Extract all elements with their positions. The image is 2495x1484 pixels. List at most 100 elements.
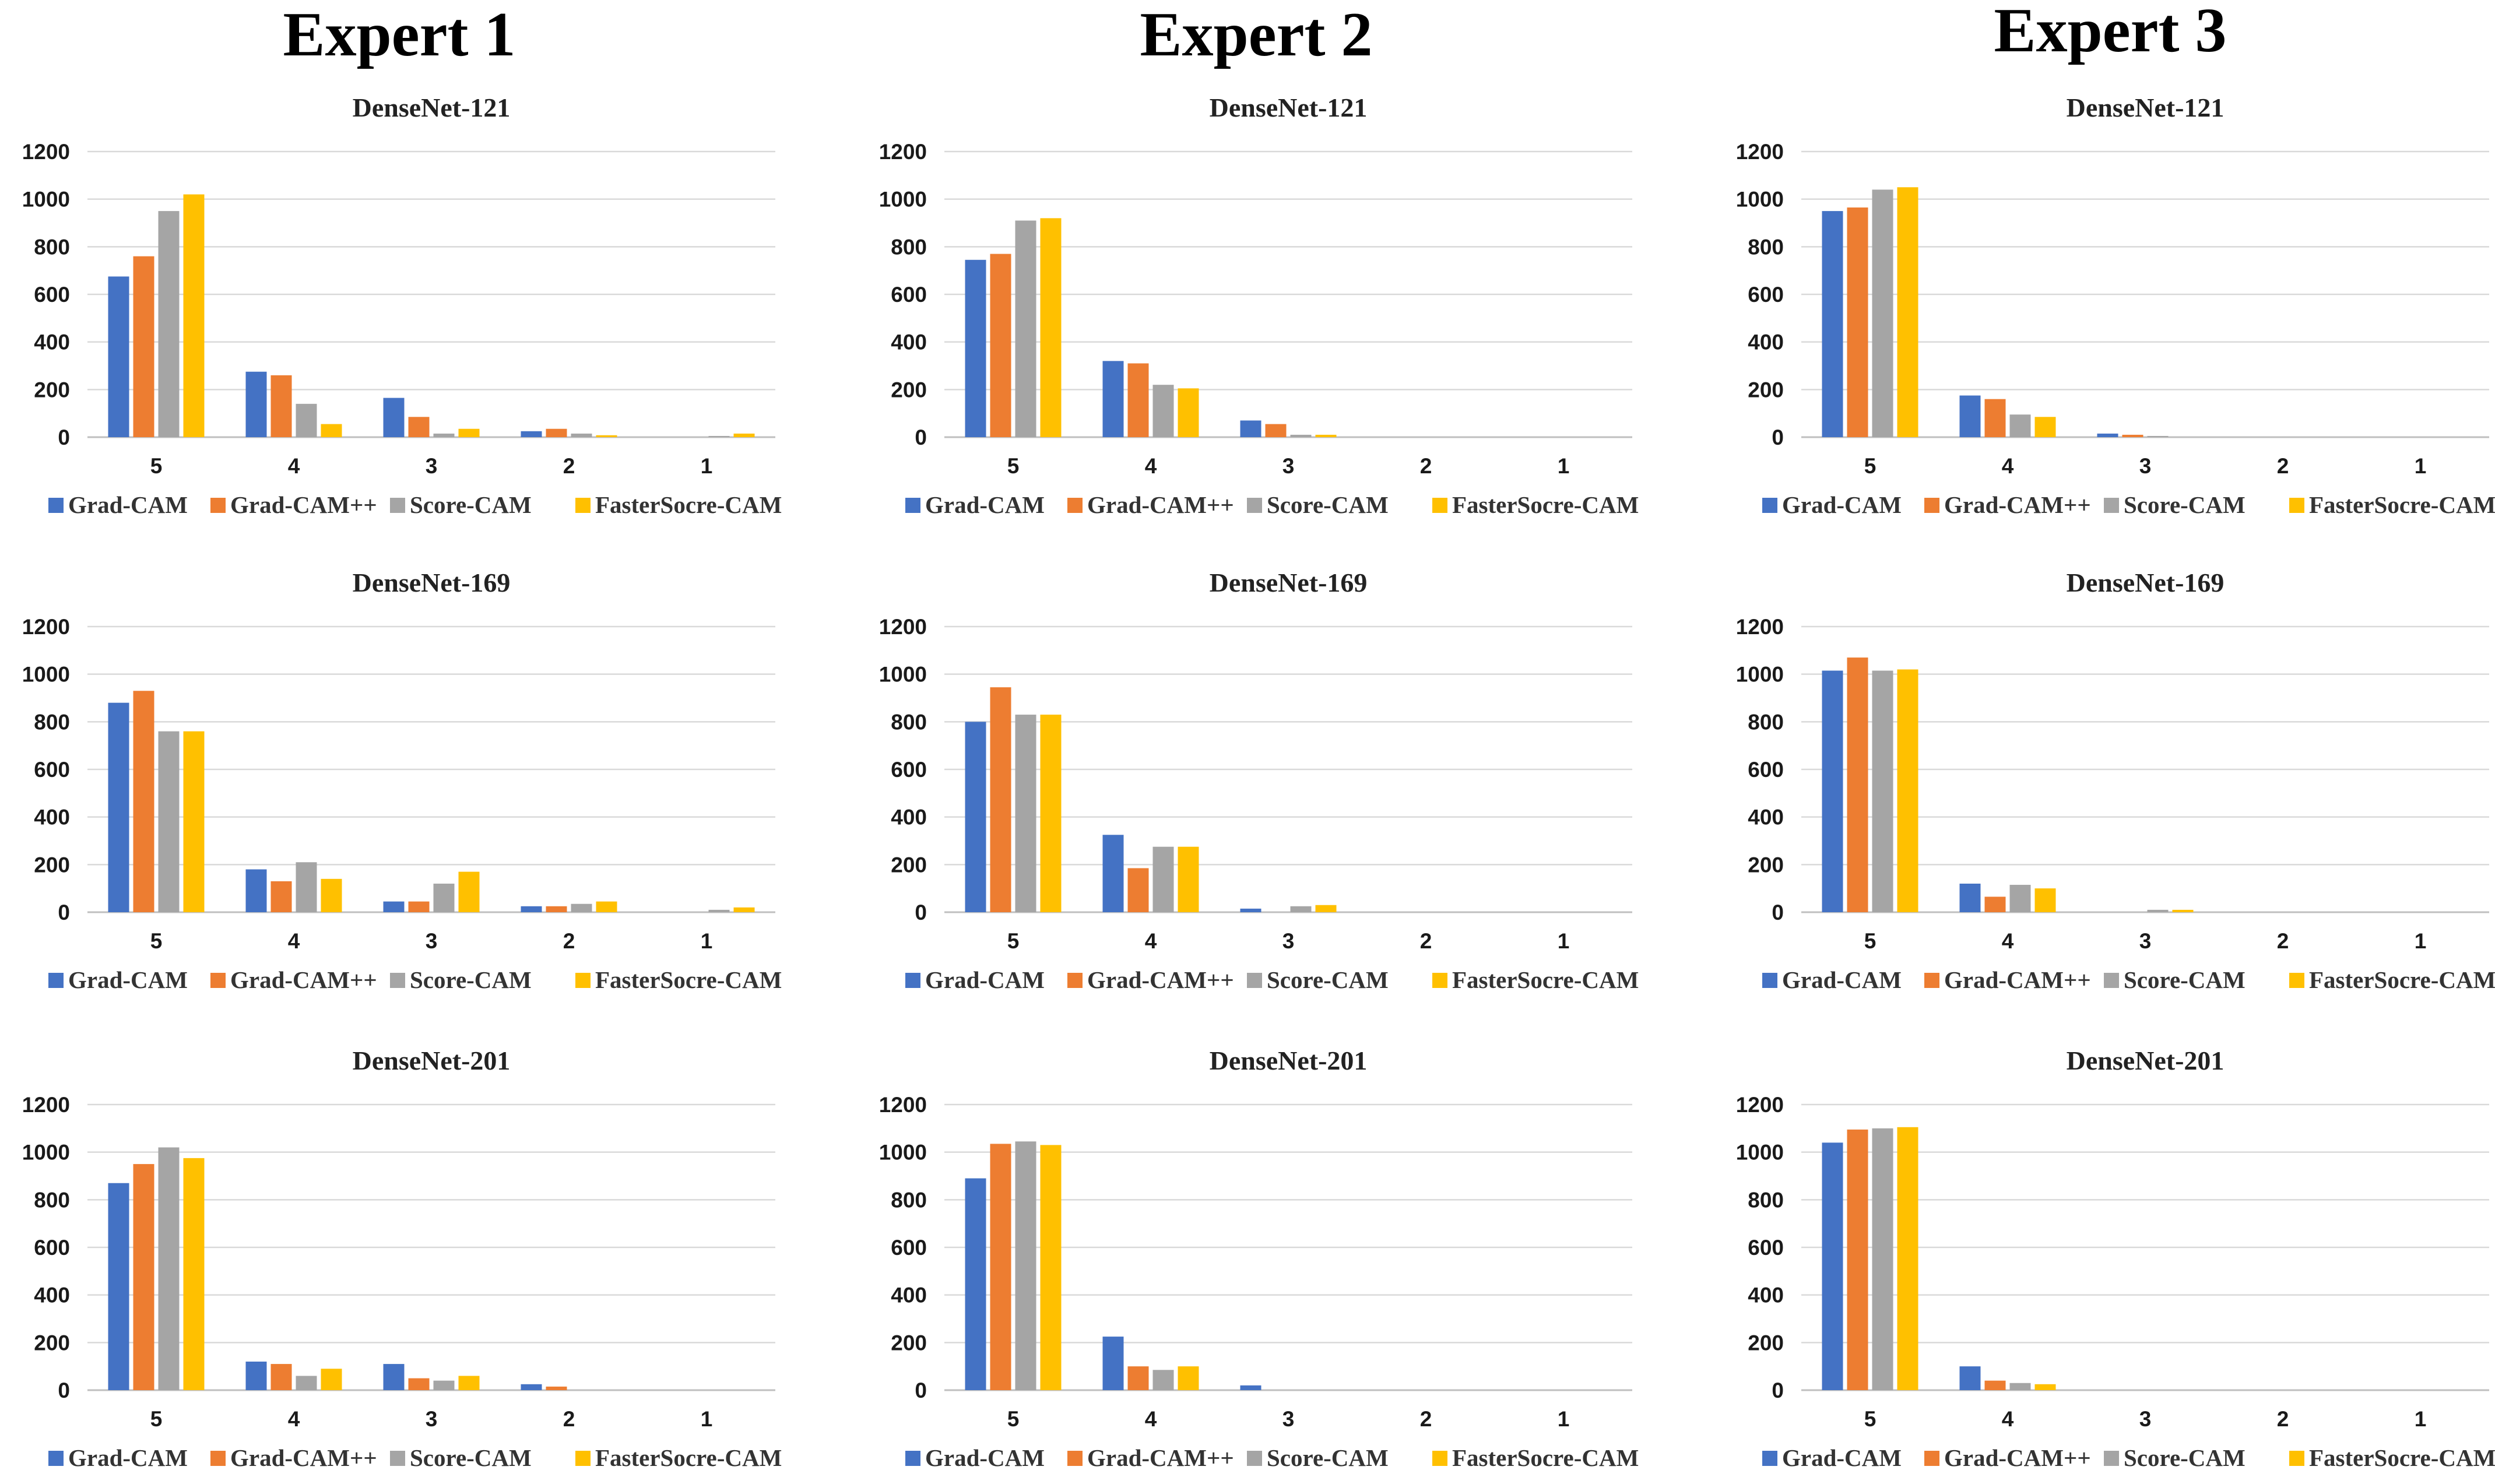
bar xyxy=(383,901,405,912)
expert-1-title: Expert 1 xyxy=(283,0,516,69)
bar xyxy=(1984,1380,2006,1390)
bar xyxy=(1847,207,1868,437)
bar xyxy=(733,907,755,912)
legend-swatch xyxy=(905,1451,920,1466)
bar xyxy=(990,687,1011,912)
legend-label: Grad-CAM++ xyxy=(230,491,377,518)
bar xyxy=(1872,189,1893,437)
legend-label: Score-CAM xyxy=(2124,1444,2246,1471)
x-tick-label: 1 xyxy=(1558,1407,1570,1431)
y-tick-label: 600 xyxy=(34,758,70,782)
legend-label: Score-CAM xyxy=(2124,966,2246,993)
legend-swatch xyxy=(2104,498,2119,513)
y-tick-label: 0 xyxy=(1772,425,1784,449)
legend-label: Grad-CAM xyxy=(68,1444,188,1471)
legend-label: Grad-CAM++ xyxy=(1087,966,1234,993)
x-tick-label: 4 xyxy=(1145,454,1157,478)
bar xyxy=(1959,395,1981,437)
chart-panel: DenseNet-121 0 200 400 600 800 1000 1200 5 4 3 2 1 Gr… xyxy=(1736,93,2495,518)
y-tick-label: 200 xyxy=(891,853,927,877)
bar xyxy=(408,901,430,912)
bar xyxy=(733,433,755,437)
legend-swatch xyxy=(1432,973,1447,988)
panel-title: DenseNet-121 xyxy=(2067,93,2225,122)
chart-panel: DenseNet-201 0 200 400 600 800 1000 1200 5 4 3 2 1 Gr… xyxy=(1736,1046,2495,1471)
y-tick-label: 0 xyxy=(58,1378,70,1402)
bar xyxy=(1102,361,1124,437)
x-tick-label: 5 xyxy=(1864,454,1876,478)
x-tick-label: 3 xyxy=(2139,929,2152,953)
legend-swatch xyxy=(48,498,64,513)
legend-swatch xyxy=(1247,1451,1262,1466)
bar xyxy=(1040,715,1062,912)
legend-swatch xyxy=(575,1451,591,1466)
legend-swatch xyxy=(2289,973,2304,988)
y-tick-label: 0 xyxy=(915,1378,927,1402)
y-tick-label: 0 xyxy=(1772,901,1784,924)
legend-swatch xyxy=(210,498,226,513)
bar xyxy=(183,731,205,912)
y-tick-label: 400 xyxy=(891,330,927,354)
y-tick-label: 200 xyxy=(1748,1331,1784,1355)
legend-label: Grad-CAM++ xyxy=(1944,491,2091,518)
bar xyxy=(1102,835,1124,912)
legend-swatch xyxy=(2104,1451,2119,1466)
x-tick-label: 4 xyxy=(288,929,300,953)
bar xyxy=(1178,388,1199,437)
y-tick-label: 600 xyxy=(1748,758,1784,782)
bar xyxy=(2009,885,2031,912)
chart-panel: DenseNet-201 0 200 400 600 800 1000 1200 5 4 3 2 1 Gr… xyxy=(879,1046,1639,1471)
legend-label: FasterSocre-CAM xyxy=(595,1444,782,1471)
bar xyxy=(1847,1129,1868,1390)
y-tick-label: 200 xyxy=(1748,378,1784,402)
bar xyxy=(296,1376,317,1390)
y-tick-label: 400 xyxy=(34,1283,70,1307)
bar xyxy=(1822,211,1843,437)
panel-title: DenseNet-169 xyxy=(1210,568,1368,597)
panel-title: DenseNet-169 xyxy=(353,568,511,597)
y-tick-label: 0 xyxy=(58,901,70,924)
x-tick-label: 4 xyxy=(288,1407,300,1431)
y-tick-label: 800 xyxy=(1748,235,1784,259)
y-tick-label: 200 xyxy=(891,1331,927,1355)
y-tick-label: 600 xyxy=(891,283,927,307)
bar xyxy=(1822,670,1843,912)
y-tick-label: 1200 xyxy=(1736,615,1784,639)
legend-swatch xyxy=(1067,1451,1083,1466)
chart-panel: DenseNet-121 0 200 400 600 800 1000 1200 5 4 3 2 1 Gr… xyxy=(22,93,782,518)
legend-swatch xyxy=(210,973,226,988)
bar xyxy=(270,375,292,437)
y-tick-label: 400 xyxy=(1748,1283,1784,1307)
legend-label: FasterSocre-CAM xyxy=(595,491,782,518)
x-tick-label: 1 xyxy=(701,929,713,953)
legend-label: FasterSocre-CAM xyxy=(2309,1444,2495,1471)
bar xyxy=(1152,1370,1174,1390)
bar xyxy=(2172,909,2194,912)
legend-label: Grad-CAM++ xyxy=(1087,1444,1234,1471)
legend-label: Grad-CAM xyxy=(68,966,188,993)
legend-swatch xyxy=(1432,1451,1447,1466)
chart-panel: DenseNet-121 0 200 400 600 800 1000 1200 5 4 3 2 1 Gr… xyxy=(879,93,1639,518)
x-tick-label: 5 xyxy=(150,1407,163,1431)
bar xyxy=(2009,1383,2031,1390)
x-tick-label: 1 xyxy=(2415,1407,2427,1431)
panel-title: DenseNet-201 xyxy=(1210,1046,1368,1075)
panel-title: DenseNet-121 xyxy=(1210,93,1368,122)
y-tick-label: 1000 xyxy=(22,1141,70,1165)
x-tick-label: 2 xyxy=(563,1407,575,1431)
bar xyxy=(1102,1337,1124,1390)
x-tick-label: 5 xyxy=(1007,929,1020,953)
legend-swatch xyxy=(905,498,920,513)
bar xyxy=(1015,220,1036,437)
x-tick-label: 1 xyxy=(701,1407,713,1431)
bar xyxy=(2034,1384,2056,1390)
y-tick-label: 1200 xyxy=(879,140,927,164)
legend-swatch xyxy=(390,1451,405,1466)
bar xyxy=(1872,670,1893,912)
x-tick-label: 3 xyxy=(2139,1407,2152,1431)
legend-label: Grad-CAM++ xyxy=(1944,966,2091,993)
x-tick-label: 1 xyxy=(2415,454,2427,478)
bar xyxy=(321,424,342,437)
bar xyxy=(596,901,617,912)
x-tick-label: 5 xyxy=(150,929,163,953)
